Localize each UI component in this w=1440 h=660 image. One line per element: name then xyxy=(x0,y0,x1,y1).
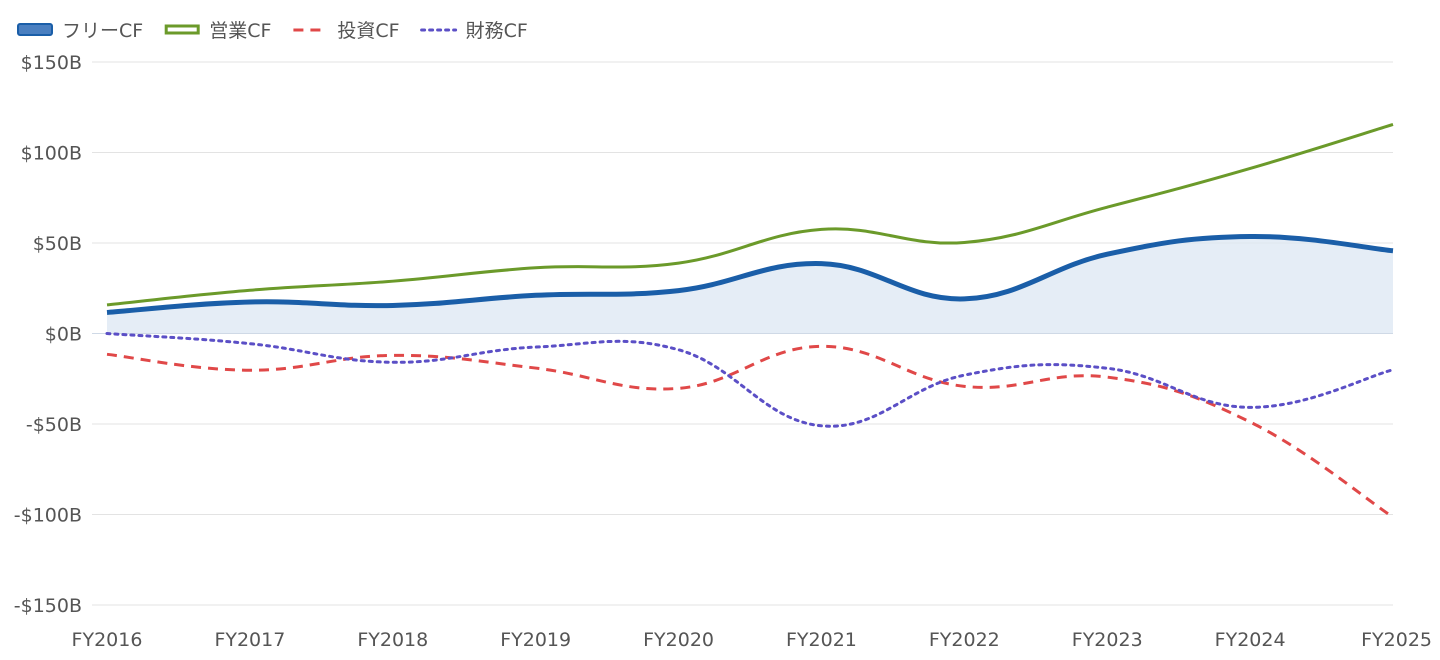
y-tick-label: $150B xyxy=(21,52,82,74)
x-axis-ticks: FY2016 FY2017 FY2018 FY2019 FY2020 FY2021 FY20… xyxy=(72,629,1432,651)
x-tick-label: FY2018 xyxy=(357,629,428,651)
legend-label: フリーCF xyxy=(62,20,143,42)
x-tick-label: FY2025 xyxy=(1361,629,1432,651)
x-tick-label: FY2019 xyxy=(500,629,571,651)
legend-item[interactable]: 営業CF xyxy=(164,20,271,42)
y-tick-label: -$50B xyxy=(26,414,82,436)
legend-item[interactable]: 投資CF xyxy=(293,20,400,42)
series-line xyxy=(105,332,1395,428)
y-tick-label: $0B xyxy=(45,324,82,346)
x-tick-label: FY2022 xyxy=(929,629,1000,651)
x-tick-label: FY2020 xyxy=(643,629,714,651)
legend-label: 投資CF xyxy=(337,20,399,42)
x-tick-label: FY2017 xyxy=(214,629,285,651)
legend-item[interactable]: 財務CF xyxy=(420,20,528,42)
chart-legend: フリーCF 営業CF 投資CF 財務CF xyxy=(17,20,528,42)
legend-label: 営業CF xyxy=(209,20,271,42)
legend-item[interactable]: フリーCF xyxy=(17,20,143,42)
y-tick-label: $100B xyxy=(21,143,82,165)
legend-swatch xyxy=(17,23,53,36)
x-tick-label: FY2024 xyxy=(1215,629,1286,651)
y-axis-ticks: $150B $100B $50B $0B -$50B -$100B -$150B xyxy=(14,52,82,617)
x-tick-label: FY2023 xyxy=(1072,629,1143,651)
series-line xyxy=(106,344,1394,519)
legend-swatch xyxy=(164,24,200,35)
series-lines xyxy=(92,123,1395,519)
x-tick-label: FY2016 xyxy=(72,629,143,651)
series-area-free-cf xyxy=(107,236,1393,334)
series-line xyxy=(106,123,1394,307)
y-tick-label: $50B xyxy=(33,233,82,255)
y-tick-label: -$100B xyxy=(14,505,82,527)
series-line xyxy=(106,233,1394,315)
legend-label: 財務CF xyxy=(466,20,528,42)
y-tick-label: -$150B xyxy=(14,595,82,617)
x-tick-label: FY2021 xyxy=(786,629,857,651)
